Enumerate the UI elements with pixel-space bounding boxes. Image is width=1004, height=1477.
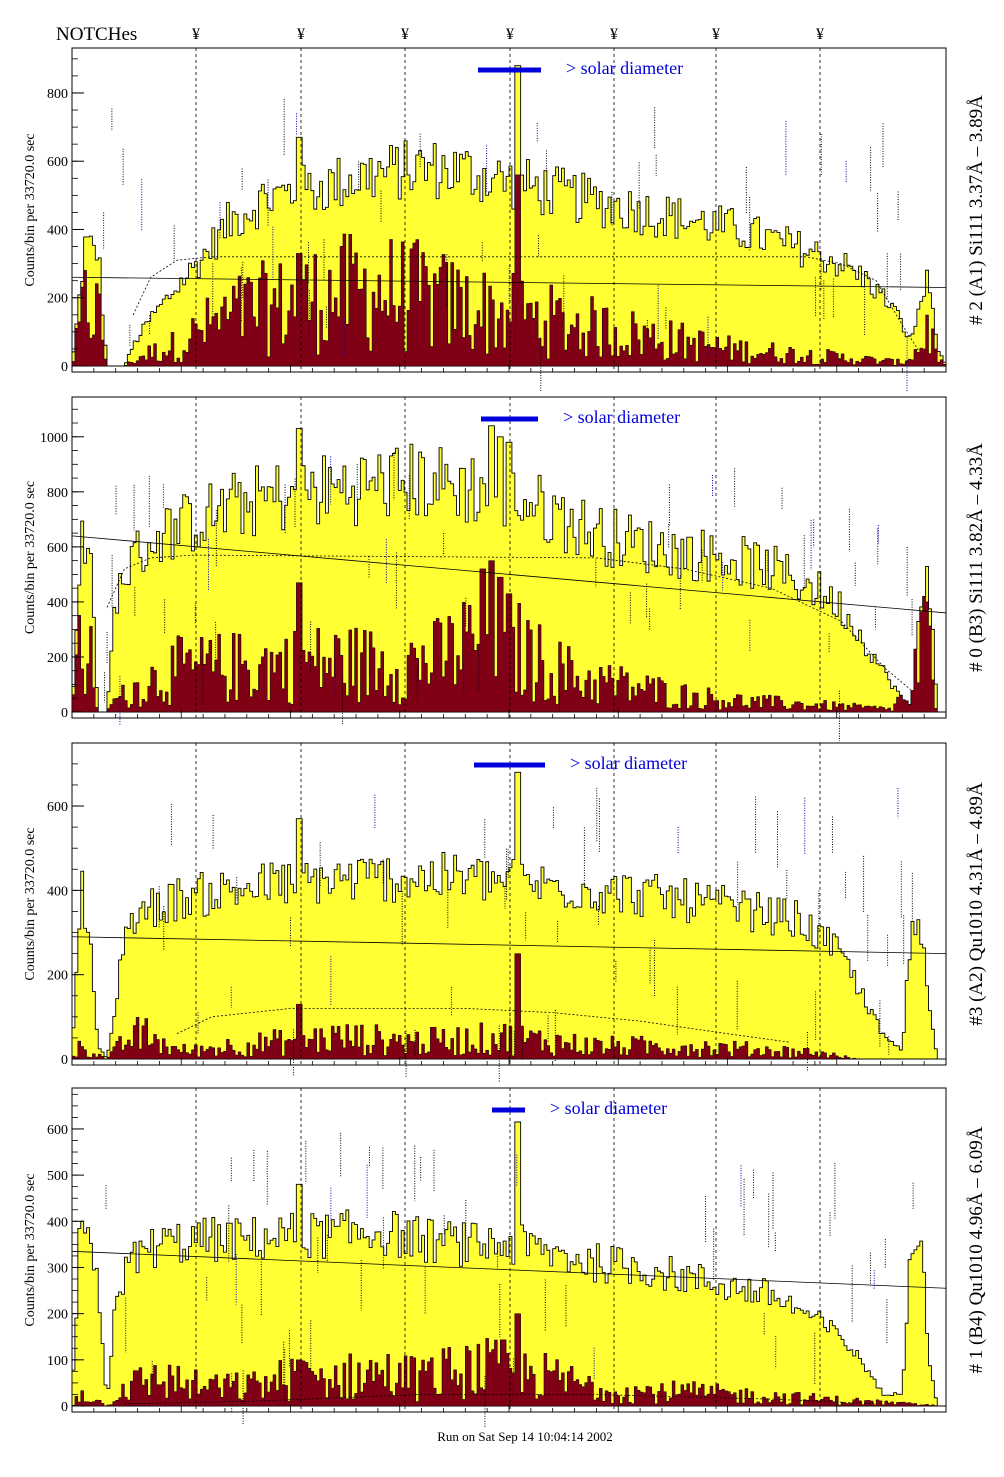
run-timestamp: Run on Sat Sep 14 10:04:14 2002 [437,1429,613,1444]
y-axis-label: Counts/bin per 33720.0 sec [23,827,38,980]
panel-3: 0 200 400 600 Counts/bin per 33720.0 sec #3 (… [23,742,987,1083]
solar-diameter-label: > solar diameter [563,407,680,427]
subtracted-counts-histogram [71,560,946,713]
solar-diameter-label: > solar diameter [550,1098,667,1118]
detector-label: # 0 (B3) Si111 3.82Å – 4.33Å [966,443,987,672]
y-tick-label: 0 [61,1053,68,1068]
notch-marker-6: ¥ [712,26,720,43]
subtracted-counts-histogram [71,1313,946,1407]
total-counts-histogram [71,771,946,1060]
notch-marker-7: ¥ [816,26,824,43]
y-tick-label: 600 [47,155,68,170]
y-tick-label: 200 [47,292,68,307]
model-curve [106,554,912,691]
notch-marker-5: ¥ [610,26,618,43]
y-tick-label: 400 [47,884,68,899]
notch-header: NOTCHes ¥ ¥ ¥ ¥ ¥ ¥ ¥ [56,24,824,45]
panel-4: 0 100 200 300 400 500 600 Counts/bin per 33720.… [23,1087,987,1427]
total-counts-histogram [71,1121,946,1407]
fit-line [71,276,947,288]
subtracted-counts-histogram [71,953,946,1060]
fit-line [71,936,947,954]
detector-label: # 1 (B4) Qu1010 4.96Å – 6.09Å [966,1126,987,1373]
y-tick-label: 400 [47,1215,68,1230]
y-tick-label: 400 [47,223,68,238]
y-tick-label: 0 [61,706,68,721]
subtracted-counts-histogram [71,174,947,367]
y-tick-label: 800 [47,486,68,501]
fit-line [71,1250,947,1289]
y-tick-label: 600 [47,800,68,815]
notch-marker-1: ¥ [192,26,200,43]
model-curve [176,1008,789,1043]
y-tick-label: 600 [47,1123,68,1138]
notch-marker-3: ¥ [401,26,409,43]
y-tick-label: 800 [47,87,68,102]
solar-diameter-label: > solar diameter [570,753,687,773]
y-tick-label: 100 [47,1354,68,1369]
panel-2: 0 200 400 600 800 1000 Counts/bin per 33720.0 … [23,396,987,742]
detector-label: # 2 (A1) Si111 3.37Å – 3.89Å [966,95,987,325]
panels: 0 200 400 600 800 Counts/bin per 33720.0 sec #… [23,47,987,1427]
y-tick-label: 500 [47,1169,68,1184]
y-axis-label: Counts/bin per 33720.0 sec [23,133,38,286]
panel-1: 0 200 400 600 800 Counts/bin per 33720.0 sec #… [23,47,987,393]
y-tick-label: 200 [47,969,68,984]
detector-label: #3 (A2) Qu1010 4.31Å – 4.89Å [966,782,987,1026]
y-tick-label: 300 [47,1261,68,1276]
y-tick-label: 1000 [40,431,68,446]
model-curve [124,1394,877,1405]
y-tick-label: 0 [61,1400,68,1415]
notch-marker-4: ¥ [506,26,514,43]
total-counts-histogram [71,425,946,713]
notch-marker-2: ¥ [297,26,305,43]
y-tick-label: 0 [61,360,68,375]
y-tick-label: 600 [47,541,68,556]
solar-diameter-label: > solar diameter [566,58,683,78]
fit-line [71,535,947,614]
notches-label: NOTCHes [56,24,137,45]
y-tick-label: 400 [47,596,68,611]
y-axis-label: Counts/bin per 33720.0 sec [23,1173,38,1326]
y-tick-label: 200 [47,1308,68,1323]
y-tick-label: 200 [47,651,68,666]
y-axis-label: Counts/bin per 33720.0 sec [23,481,38,634]
